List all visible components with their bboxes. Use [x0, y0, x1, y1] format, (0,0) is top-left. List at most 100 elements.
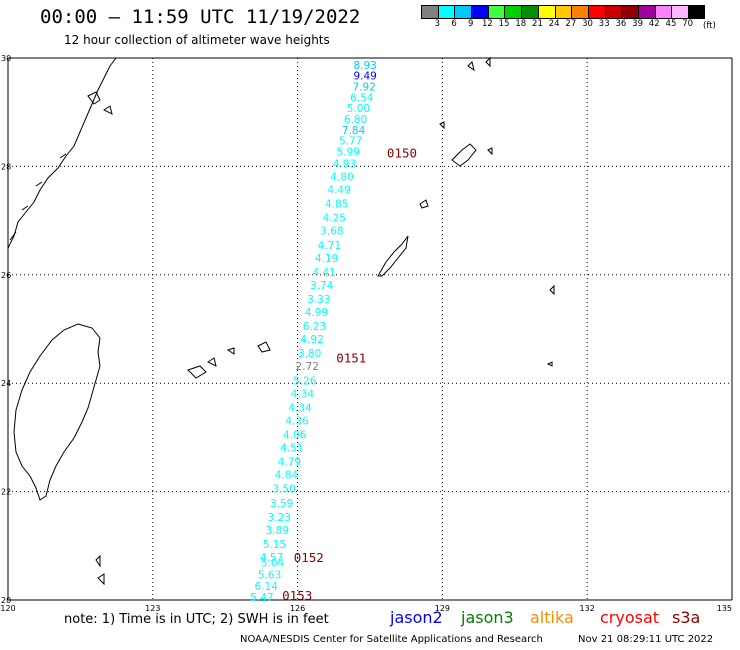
legend-swatch — [421, 5, 438, 19]
legend-label: 70 — [682, 19, 694, 29]
swh-value: 4.93 — [333, 158, 356, 170]
footer-credit: NOAA/NESDIS Center for Satellite Applica… — [240, 634, 543, 645]
lon-label: 129 — [435, 604, 450, 613]
legend-label: 24 — [548, 19, 560, 29]
swh-value: 3.50 — [272, 484, 295, 496]
swh-value: 3.68 — [320, 226, 343, 238]
legend-label: 9 — [468, 19, 474, 29]
swh-value: 6.23 — [303, 321, 326, 333]
swh-value: 7.84 — [342, 125, 366, 137]
swh-value: 3.23 — [268, 512, 291, 524]
lon-label: 123 — [145, 604, 160, 613]
legend-swatches — [421, 5, 705, 19]
swh-value: 4.36 — [285, 415, 309, 427]
swh-value: 9.49 — [353, 71, 376, 83]
island-ishigaki — [187, 357, 217, 379]
color-legend: 3 6 9 12 15 18 21 24 27 30 33 36 39 42 45 70 (ft) — [421, 5, 716, 31]
coastline-taiwan — [13, 323, 101, 501]
swh-value: 4.71 — [318, 240, 341, 252]
legend-swatch — [671, 5, 688, 19]
swh-value: 8.93 — [353, 60, 376, 72]
lat-label: 26 — [1, 271, 11, 280]
swh-value: 4.57 — [260, 552, 283, 564]
swh-value: 4.25 — [323, 213, 346, 225]
swh-value: 3.89 — [266, 525, 289, 537]
swh-value: 3.59 — [270, 498, 293, 510]
swh-value: 4.99 — [305, 307, 328, 319]
legend-label: 18 — [515, 19, 527, 29]
legend-swatch — [587, 5, 605, 19]
swh-value: 4.84 — [275, 470, 299, 482]
island-yonaguni — [226, 347, 235, 355]
swh-value: 3.74 — [310, 280, 334, 292]
legend-swatch — [571, 5, 588, 19]
swh-value: 5.15 — [263, 539, 286, 551]
satellite-jason2: jason2 — [390, 608, 443, 627]
longitude-labels: 120 123 126 129 132 135 — [0, 604, 732, 613]
island-miyako — [257, 341, 271, 353]
lat-label: 20 — [1, 596, 11, 605]
swh-value: 6.14 — [255, 581, 279, 593]
legend-label: 42 — [648, 19, 660, 29]
legend-label: 21 — [532, 19, 543, 29]
satellite-s3a: s3a — [672, 608, 701, 627]
swh-value: 6.54 — [350, 92, 374, 104]
legend-label: 39 — [632, 19, 643, 29]
footer-timestamp: Nov 21 08:29:11 UTC 2022 — [578, 634, 714, 645]
lat-lon-grid — [7, 57, 733, 601]
legend-swatch — [454, 5, 472, 19]
coastlines — [7, 56, 555, 586]
island-daito — [546, 284, 555, 367]
legend-label: 12 — [481, 19, 493, 29]
coastline-china — [7, 57, 117, 249]
legend-label: 30 — [582, 19, 593, 29]
swh-value: 6.80 — [344, 114, 367, 126]
island-amami — [451, 143, 477, 167]
swh-value: 4.06 — [283, 429, 307, 441]
legend-swatch — [537, 5, 555, 19]
time-label: 0153 — [282, 588, 312, 603]
legend-swatch — [504, 5, 522, 19]
note-text: note: 1) Time is in UTC; 2) SWH is in fe… — [64, 612, 329, 627]
swh-value: 7.92 — [353, 82, 376, 94]
island-tokunoshima — [419, 199, 429, 209]
legend-swatch — [654, 5, 672, 19]
swh-value: 4.34 — [291, 388, 315, 400]
swh-value: 4.85 — [325, 199, 348, 211]
island-batanes — [95, 554, 105, 586]
legend-swatch — [471, 5, 488, 19]
swh-value: 4.51 — [280, 442, 303, 454]
legend-label: 27 — [565, 19, 577, 29]
swh-value: 4.41 — [312, 267, 335, 279]
swh-value: 5.00 — [347, 103, 370, 115]
legend-swatch — [437, 5, 455, 19]
legend-swatch — [554, 5, 572, 19]
altimeter-track: 8.939.497.926.545.006.807.845.775.994.93… — [250, 60, 417, 604]
legend-labels: 3 6 9 12 15 18 21 24 27 30 33 36 39 42 45 70 — [429, 19, 705, 29]
island-okinawa — [377, 235, 409, 277]
swh-value: 5.04 — [261, 557, 285, 569]
swh-value: 5.63 — [258, 569, 281, 581]
swh-value: 3.33 — [307, 294, 330, 306]
lat-label: 30 — [1, 54, 11, 63]
swh-value: 5.47 — [250, 592, 273, 604]
swh-value: 4.80 — [330, 171, 353, 183]
lat-label: 22 — [1, 488, 11, 497]
lat-label: 24 — [1, 379, 11, 388]
latitude-labels: 30 28 26 24 22 20 — [1, 54, 11, 605]
legend-label: 6 — [451, 19, 457, 29]
legend-swatch — [621, 5, 638, 19]
legend-swatch — [604, 5, 622, 19]
swh-value: 2.72 — [296, 361, 319, 373]
time-label: 0152 — [294, 550, 324, 565]
satellite-cryosat: cryosat — [600, 608, 660, 627]
swh-value: 3.80 — [298, 348, 321, 360]
swh-value: 4.92 — [300, 334, 323, 346]
time-label: 0150 — [387, 146, 417, 161]
satellite-altika: altika — [530, 608, 574, 627]
swh-value: 4.19 — [315, 253, 338, 265]
swh-value: 4.49 — [327, 185, 350, 197]
satellite-jason3: jason3 — [461, 608, 514, 627]
lon-label: 126 — [290, 604, 305, 613]
